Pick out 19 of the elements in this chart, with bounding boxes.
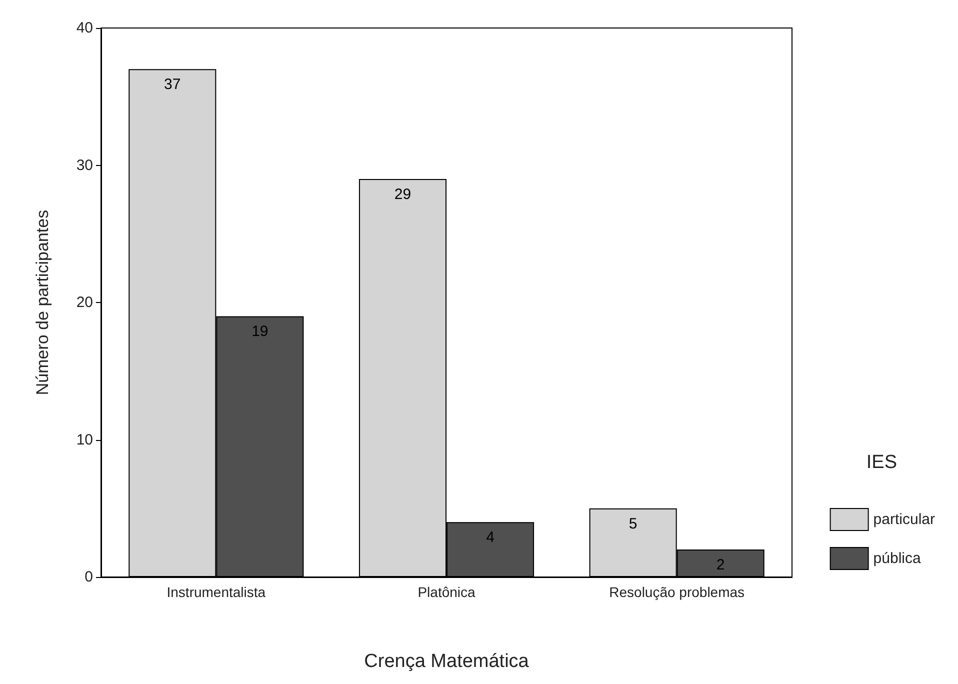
x-axis-title: Crença Matemática (364, 651, 530, 672)
data-label: 19 (252, 323, 268, 340)
legend-title: IES (866, 452, 897, 473)
data-label: 4 (486, 529, 494, 546)
x-tick-label: Platônica (418, 584, 476, 600)
y-tick-label: 10 (76, 431, 93, 448)
data-label: 2 (716, 556, 725, 574)
data-label: 5 (628, 515, 638, 532)
legend-label: particular (873, 511, 936, 528)
y-axis-title: Número de participantes (33, 210, 52, 396)
legend-label: pública (873, 550, 922, 567)
y-tick-label: 40 (76, 20, 93, 36)
y-tick-label: 0 (84, 568, 93, 586)
x-tick-label: Resolução problemas (609, 584, 745, 600)
data-label: 37 (164, 76, 181, 94)
x-tick-label: Instrumentalista (166, 584, 266, 600)
y-tick-label: 30 (76, 156, 93, 174)
y-tick-label: 20 (76, 294, 93, 311)
data-label: 29 (394, 186, 412, 203)
